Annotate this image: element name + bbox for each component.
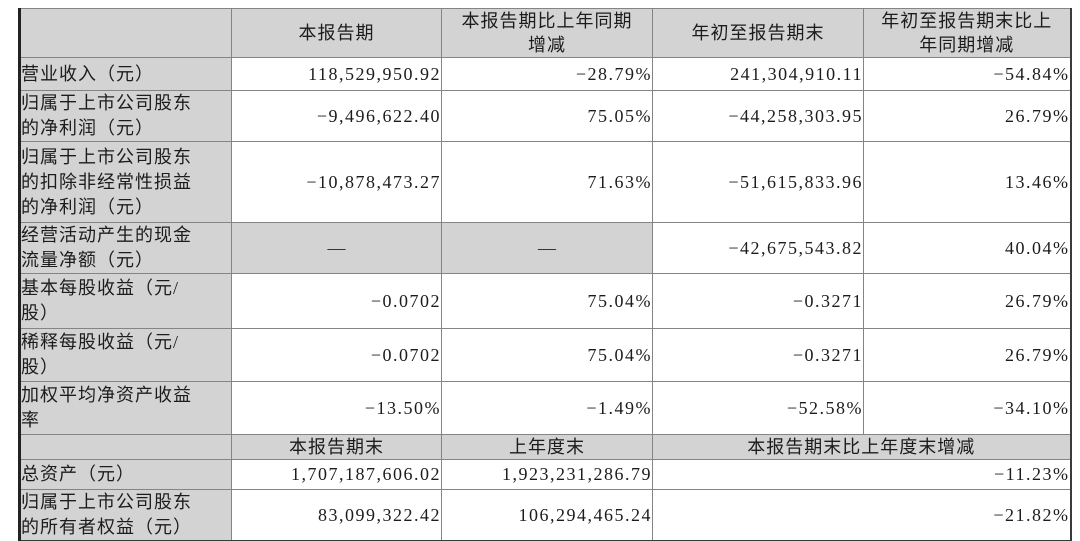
- row-label-cell: 归属于上市公司股东 的扣除非经常性损益 的净利润（元）: [19, 141, 232, 223]
- value-cell-empty-dash: —: [441, 222, 653, 274]
- value-cell: −9,496,622.40: [231, 90, 442, 142]
- value-cell: −0.0702: [231, 273, 442, 329]
- row-label-cell: 经营活动产生的现金 流量净额（元）: [19, 222, 232, 274]
- value-cell: 83,099,322.42: [231, 489, 442, 541]
- table-row: 归属于上市公司股东 的扣除非经常性损益 的净利润（元） −10,878,473.…: [19, 141, 1071, 223]
- value-cell: 26.79%: [863, 273, 1071, 329]
- corner-cell: [19, 434, 232, 460]
- table-row: 营业收入（元） 118,529,950.92 −28.79% 241,304,9…: [19, 57, 1071, 91]
- value-cell: −51,615,833.96: [652, 141, 864, 223]
- table-row: 归属于上市公司股东 的净利润（元） −9,496,622.40 75.05% −…: [19, 90, 1071, 142]
- table-row: 经营活动产生的现金 流量净额（元） — — −42,675,543.82 40.…: [19, 222, 1071, 274]
- financial-summary-table: 本报告期 本报告期比上年同期 增减 年初至报告期末 年初至报告期末比上 年同期增…: [18, 8, 1072, 541]
- value-cell: 106,294,465.24: [441, 489, 653, 541]
- column-header-cell: 年初至报告期末比上 年同期增减: [863, 8, 1071, 58]
- section1-header-row: 本报告期 本报告期比上年同期 增减 年初至报告期末 年初至报告期末比上 年同期增…: [19, 8, 1071, 58]
- table-row: 稀释每股收益（元/ 股） −0.0702 75.04% −0.3271 26.7…: [19, 328, 1071, 382]
- row-label-cell: 基本每股收益（元/ 股）: [19, 273, 232, 329]
- value-cell: −11.23%: [652, 459, 1071, 490]
- value-cell: −1.49%: [441, 381, 653, 435]
- value-cell: 26.79%: [863, 328, 1071, 382]
- column-header-cell: 本报告期比上年同期 增减: [441, 8, 653, 58]
- value-cell: −28.79%: [441, 57, 653, 91]
- value-cell: −13.50%: [231, 381, 442, 435]
- column-header-cell: 上年度末: [441, 434, 653, 460]
- value-cell: −34.10%: [863, 381, 1071, 435]
- value-cell: 1,923,231,286.79: [441, 459, 653, 490]
- value-cell: −52.58%: [652, 381, 864, 435]
- value-cell: −54.84%: [863, 57, 1071, 91]
- value-cell: 241,304,910.11: [652, 57, 864, 91]
- value-cell: 75.04%: [441, 273, 653, 329]
- table-row: 归属于上市公司股东 的所有者权益（元） 83,099,322.42 106,29…: [19, 489, 1071, 541]
- value-cell: −0.3271: [652, 273, 864, 329]
- row-label-cell: 总资产（元）: [19, 459, 232, 490]
- value-cell: −21.82%: [652, 489, 1071, 541]
- value-cell: −10,878,473.27: [231, 141, 442, 223]
- row-label-cell: 加权平均净资产收益 率: [19, 381, 232, 435]
- value-cell: 40.04%: [863, 222, 1071, 274]
- value-cell: −0.3271: [652, 328, 864, 382]
- value-cell: −42,675,543.82: [652, 222, 864, 274]
- value-cell: 75.05%: [441, 90, 653, 142]
- value-cell: −44,258,303.95: [652, 90, 864, 142]
- value-cell-empty-dash: —: [231, 222, 442, 274]
- table-row: 基本每股收益（元/ 股） −0.0702 75.04% −0.3271 26.7…: [19, 273, 1071, 329]
- column-header-cell: 本报告期: [231, 8, 442, 58]
- corner-cell: [19, 8, 232, 58]
- table-row: 总资产（元） 1,707,187,606.02 1,923,231,286.79…: [19, 459, 1071, 490]
- value-cell: 13.46%: [863, 141, 1071, 223]
- column-header-cell: 年初至报告期末: [652, 8, 864, 58]
- row-label-cell: 营业收入（元）: [19, 57, 232, 91]
- row-label-cell: 归属于上市公司股东 的净利润（元）: [19, 90, 232, 142]
- value-cell: 75.04%: [441, 328, 653, 382]
- value-cell: 1,707,187,606.02: [231, 459, 442, 490]
- value-cell: 26.79%: [863, 90, 1071, 142]
- value-cell: −0.0702: [231, 328, 442, 382]
- row-label-cell: 归属于上市公司股东 的所有者权益（元）: [19, 489, 232, 541]
- column-header-cell: 本报告期末比上年度末增减: [652, 434, 1071, 460]
- table-row: 加权平均净资产收益 率 −13.50% −1.49% −52.58% −34.1…: [19, 381, 1071, 435]
- section2-header-row: 本报告期末 上年度末 本报告期末比上年度末增减: [19, 434, 1071, 460]
- value-cell: 118,529,950.92: [231, 57, 442, 91]
- column-header-cell: 本报告期末: [231, 434, 442, 460]
- row-label-cell: 稀释每股收益（元/ 股）: [19, 328, 232, 382]
- value-cell: 71.63%: [441, 141, 653, 223]
